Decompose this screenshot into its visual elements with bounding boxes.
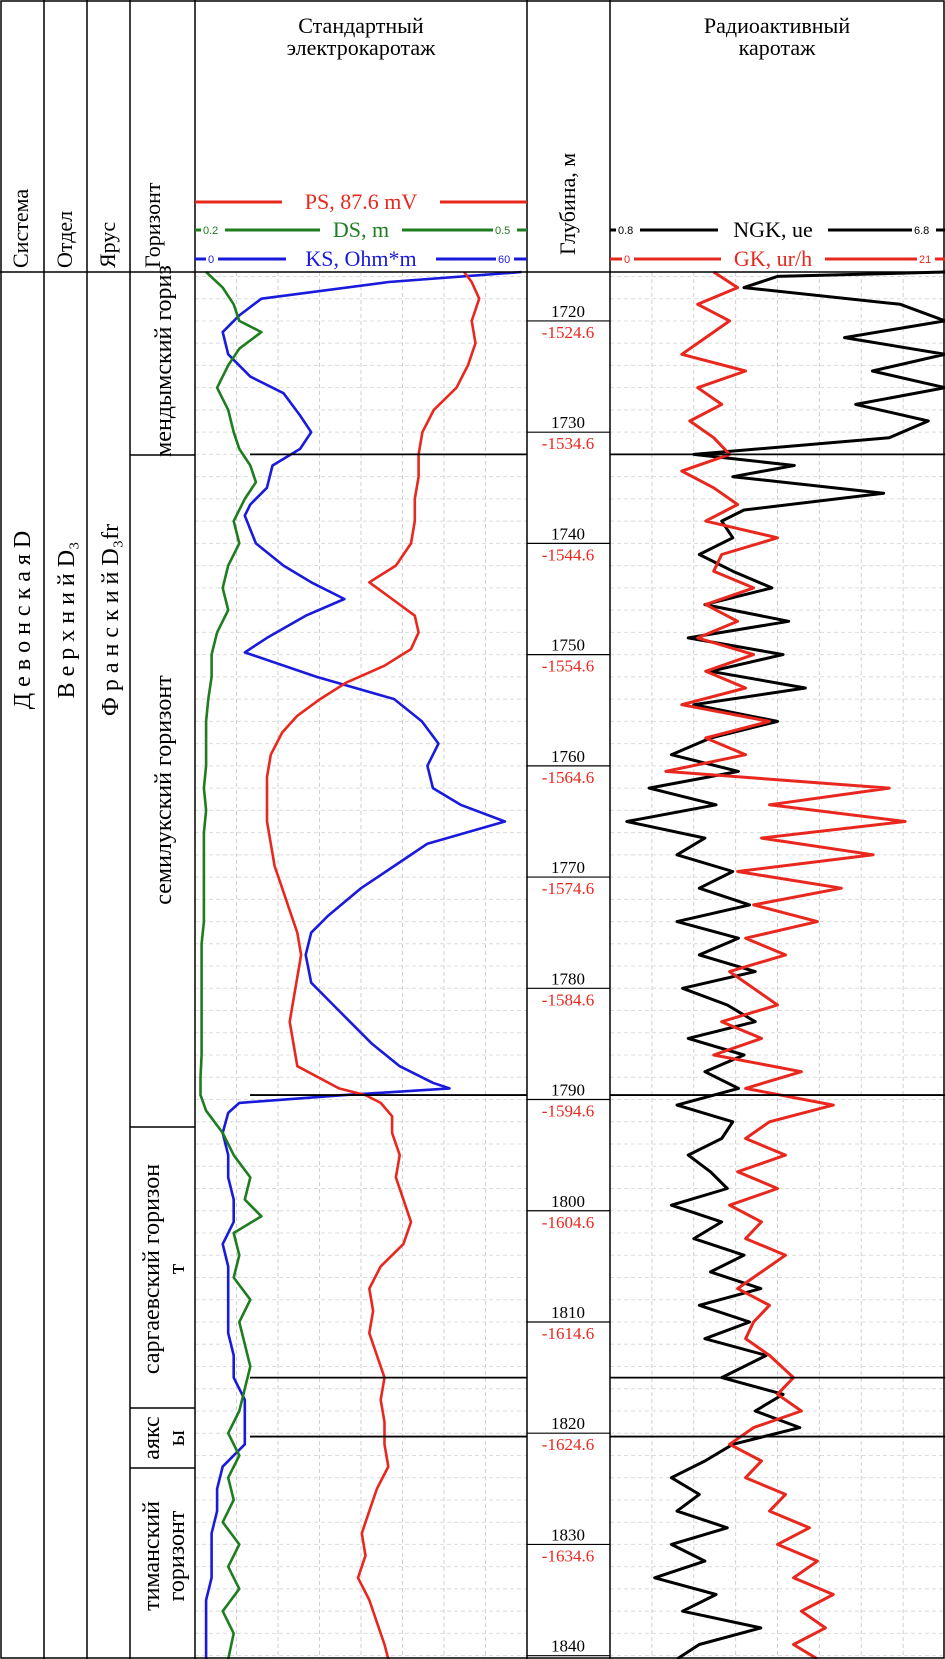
electro-title-1: Стандартный [298, 13, 424, 38]
header: Система Отдел Ярус Горизонт Глубина, м С… [8, 13, 945, 271]
ds-min-label: 0.2 [203, 225, 218, 237]
col-stage-header: Ярус [95, 222, 120, 268]
ngk-legend: NGK, ue [733, 217, 812, 242]
log-curves [199, 270, 945, 1659]
depth-labels: 1720 -1524.6 1730 -1534.6 1740 -1544.6 1750 -15… [542, 302, 594, 1656]
department-label: В е р х н и й D₃ [54, 542, 80, 699]
horizon-sargaev-line2: т [164, 1263, 190, 1274]
depth-absolute: -1564.6 [542, 768, 594, 787]
horizon-boundaries [250, 453, 945, 1438]
depth-absolute: -1594.6 [542, 1102, 594, 1121]
horizon-semiluk: семилукский горизонт [151, 675, 177, 905]
depth-value: 1780 [551, 969, 585, 988]
curve-ks [204, 270, 522, 1659]
depth-absolute: -1584.6 [542, 990, 594, 1009]
ks-legend: KS, Ohm*m [305, 246, 416, 271]
ds-legend: DS, m [333, 217, 389, 242]
depth-value: 1750 [551, 636, 585, 655]
depth-value: 1840 [551, 1637, 585, 1656]
depth-absolute: -1574.6 [542, 879, 594, 898]
horizon-timan: тиманский [139, 1501, 165, 1611]
ds-max-label: 0.5 [495, 225, 510, 237]
depth-value: 1830 [551, 1525, 585, 1544]
depth-absolute: -1604.6 [542, 1213, 594, 1232]
system-label: Д е в о н с к а я D [10, 531, 36, 710]
depth-absolute: -1624.6 [542, 1435, 594, 1454]
depth-absolute: -1544.6 [542, 545, 594, 564]
depth-absolute: -1634.6 [542, 1546, 594, 1565]
depth-absolute: -1524.6 [542, 323, 594, 342]
depth-value: 1790 [551, 1081, 585, 1100]
radio-title-1: Радиоактивный [704, 13, 850, 38]
depth-value: 1820 [551, 1414, 585, 1433]
horizon-timan-line2: горизонт [164, 1510, 190, 1601]
col-horizon-header: Горизонт [140, 182, 165, 268]
depth-value: 1740 [551, 524, 585, 543]
depth-value: 1730 [551, 413, 585, 432]
ks-max-label: 60 [498, 254, 510, 266]
gk-min-label: 0 [624, 254, 630, 266]
horizon-ayaks-line2: ы [164, 1430, 190, 1446]
col-system-header: Система [8, 189, 33, 268]
depth-value: 1760 [551, 747, 585, 766]
horizon-mendym: мендымский гориз [151, 265, 177, 457]
ks-min-label: 0 [208, 254, 214, 266]
stratigraphy: Д е в о н с к а я D В е р х н и й D₃ Ф р… [10, 265, 190, 1611]
curve-ps [265, 271, 481, 1659]
gk-legend: GK, ur/h [734, 246, 812, 271]
ngk-min-label: 0.8 [618, 225, 633, 237]
depth-header: Глубина, м [555, 153, 580, 255]
depth-value: 1770 [551, 858, 585, 877]
ps-legend: PS, 87.6 mV [305, 189, 418, 214]
curve-gk [664, 270, 907, 1659]
curve-ds [199, 271, 263, 1659]
depth-absolute: -1614.6 [542, 1324, 594, 1343]
electro-grid [195, 272, 527, 1659]
ngk-max-label: 6.8 [914, 225, 929, 237]
depth-absolute: -1534.6 [542, 434, 594, 453]
col-department-header: Отдел [52, 211, 77, 268]
stage-label: Ф р а н с к и й D₃fr [98, 524, 124, 716]
depth-ticks [527, 320, 610, 1657]
depth-absolute: -1554.6 [542, 657, 594, 676]
horizon-sargaev: саргаевский горизон [139, 1164, 165, 1374]
depth-value: 1810 [551, 1303, 585, 1322]
horizon-ayaks: аякс [139, 1416, 165, 1459]
curve-ngk [625, 270, 945, 1659]
horizon-column-lines [130, 454, 195, 1469]
radio-title-2: каротаж [739, 35, 816, 60]
electro-title-2: электрокаротаж [287, 35, 437, 60]
depth-value: 1720 [551, 302, 585, 321]
depth-value: 1800 [551, 1192, 585, 1211]
gk-max-label: 21 [919, 254, 931, 266]
